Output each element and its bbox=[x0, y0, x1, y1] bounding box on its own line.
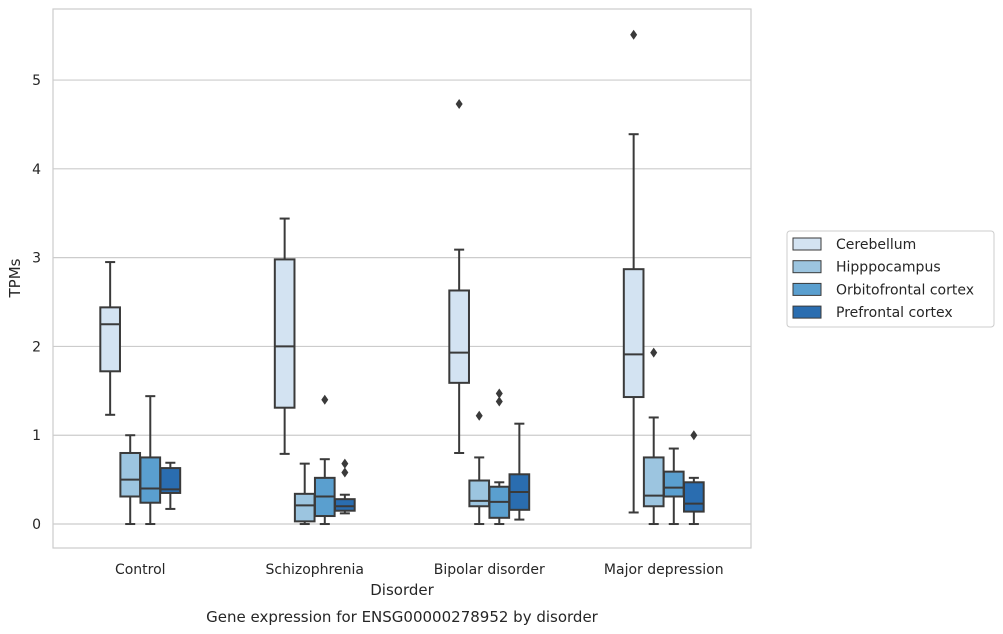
outlier-point bbox=[455, 99, 463, 110]
outlier-point bbox=[690, 430, 698, 441]
y-tick-labels: 0 1 2 3 4 5 bbox=[32, 73, 41, 533]
outlier-point bbox=[495, 396, 503, 407]
gridlines bbox=[53, 79, 751, 525]
y-tick-label: 4 bbox=[32, 162, 41, 178]
legend-label: Prefrontal cortex bbox=[836, 305, 953, 321]
box bbox=[293, 492, 316, 523]
box-group bbox=[622, 29, 645, 514]
legend-label: Cerebellum bbox=[836, 237, 916, 253]
box-group bbox=[313, 394, 336, 526]
outlier-point bbox=[341, 467, 349, 478]
legend-label: Orbitofrontal cortex bbox=[836, 282, 974, 298]
outlier-point bbox=[630, 29, 638, 40]
x-tick-label: Schizophrenia bbox=[266, 562, 364, 578]
box bbox=[139, 456, 162, 504]
outlier-point bbox=[321, 394, 329, 405]
box-group bbox=[139, 395, 162, 526]
box-group bbox=[642, 347, 665, 526]
legend-swatch bbox=[792, 282, 822, 296]
legend: Cerebellum Hipppocampus Orbitofrontal cort… bbox=[786, 230, 995, 328]
plot-frame bbox=[52, 8, 752, 549]
x-tick-label: Major depression bbox=[604, 562, 724, 578]
box-group bbox=[159, 461, 182, 510]
box-group bbox=[488, 388, 511, 526]
box-group bbox=[508, 422, 531, 521]
legend-swatch bbox=[792, 305, 822, 319]
legend-frame bbox=[786, 230, 995, 328]
y-axis-label: TPMs bbox=[6, 258, 24, 298]
legend-swatch bbox=[792, 237, 822, 251]
box-group bbox=[334, 458, 356, 515]
box bbox=[119, 451, 142, 498]
outlier-point bbox=[341, 458, 349, 469]
outlier-point bbox=[495, 388, 503, 399]
box-group bbox=[273, 217, 296, 455]
y-tick-label: 5 bbox=[32, 73, 41, 89]
box-group bbox=[99, 261, 121, 416]
y-tick-label: 1 bbox=[32, 428, 41, 444]
box bbox=[468, 479, 491, 508]
x-axis-label: Disorder bbox=[370, 581, 434, 599]
box-group bbox=[448, 99, 470, 454]
box bbox=[662, 470, 685, 498]
box bbox=[99, 306, 121, 373]
legend-swatch bbox=[792, 260, 822, 274]
chart-caption: Gene expression for ENSG00000278952 by d… bbox=[206, 608, 599, 626]
outlier-point bbox=[475, 410, 483, 421]
y-tick-label: 2 bbox=[32, 339, 41, 355]
box-group bbox=[662, 447, 685, 526]
box bbox=[642, 456, 665, 508]
y-tick-label: 3 bbox=[32, 251, 41, 267]
legend-label: Hipppocampus bbox=[836, 260, 941, 276]
box bbox=[334, 498, 356, 512]
box bbox=[159, 467, 182, 494]
box-group bbox=[468, 410, 491, 526]
box bbox=[683, 481, 705, 513]
box-group bbox=[293, 462, 316, 526]
box-group bbox=[119, 434, 142, 526]
x-tick-labels: Control Schizophrenia Bipolar disorder Majo… bbox=[115, 562, 724, 578]
y-tick-label: 0 bbox=[32, 517, 41, 533]
x-tick-label: Control bbox=[115, 562, 166, 578]
box-series bbox=[99, 29, 705, 526]
box bbox=[448, 289, 470, 384]
x-tick-label: Bipolar disorder bbox=[434, 562, 545, 578]
box bbox=[273, 258, 296, 409]
outlier-point bbox=[650, 347, 658, 358]
box-group bbox=[683, 430, 705, 526]
box bbox=[622, 268, 645, 399]
